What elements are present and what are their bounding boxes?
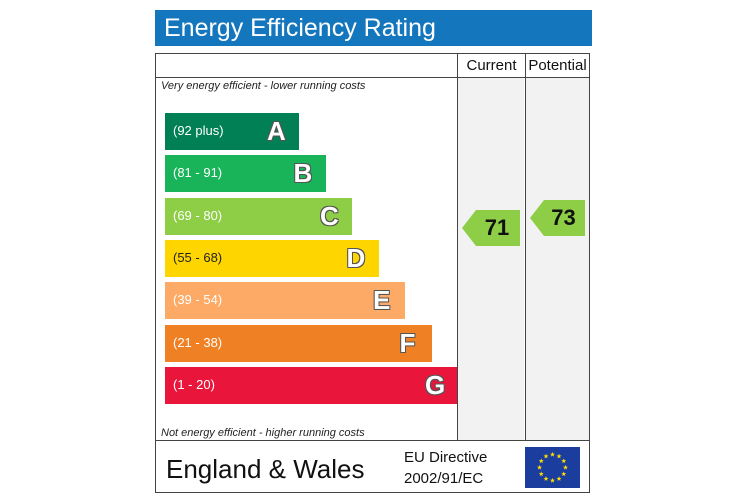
eu-star [556,476,562,481]
directive-line2: 2002/91/EC [404,470,484,487]
band-range: (1 - 20) [173,376,215,392]
band-letter: D [346,242,366,273]
band-letter: A [267,116,286,146]
rating-band-d: (55 - 68) D [165,239,379,277]
band-range: (39 - 54) [173,292,223,308]
band-range: (21 - 38) [173,334,223,350]
eu-star [550,477,555,483]
eu-star [543,453,549,459]
potential-value: 73 [551,204,576,230]
potential-rating-pointer: 73 [530,199,585,236]
eu-star [550,451,555,457]
eu-star [538,471,544,477]
band-letter: C [320,200,339,231]
title-bar: Energy Efficiency Rating [155,10,592,46]
band-letter: F [399,327,416,358]
current-header: Current [466,57,517,74]
eu-star [563,464,568,470]
current-value: 71 [484,214,510,240]
rating-band-e: (39 - 54) E [165,282,405,320]
current-pointer-shape [462,209,520,246]
divider [156,440,589,441]
top-note: Very energy efficient - lower running co… [161,80,366,92]
rating-band-c: (69 - 80) C [165,197,352,235]
band-range: (69 - 80) [173,207,223,223]
directive-label: EU Directive 2002/91/EC [404,447,487,489]
page-title: Energy Efficiency Rating [164,14,436,42]
band-letter: B [293,158,313,189]
rating-band-a: (92 plus) A [165,113,299,150]
eu-star [538,458,544,464]
eu-star [561,471,567,477]
band-range: (55 - 68) [173,249,223,265]
rating-band-g: (1 - 20) G [165,366,457,404]
rating-frame: Current Potential Very energy efficient … [155,53,590,493]
band-letter: E [373,285,391,316]
current-rating-pointer: 71 [462,209,520,246]
eu-flag-icon [525,447,580,488]
bottom-note: Not energy efficient - higher running co… [161,427,365,439]
directive-line1: EU Directive [404,449,488,466]
current-column [458,78,524,440]
eu-star [556,453,562,459]
potential-header: Potential [528,57,587,74]
eu-star [537,464,542,470]
divider [457,54,458,441]
band-range: (92 plus) [173,123,224,138]
rating-band-f: (21 - 38) F [165,324,432,362]
potential-column [526,78,589,440]
country-label: England & Wales [166,454,365,484]
divider [525,54,526,441]
band-letter: G [425,369,446,400]
eu-star [543,476,549,481]
potential-pointer-shape [530,199,585,236]
rating-band-b: (81 - 91) B [165,155,326,193]
eu-star [561,458,567,464]
band-range: (81 - 91) [173,165,223,181]
divider [156,77,589,78]
